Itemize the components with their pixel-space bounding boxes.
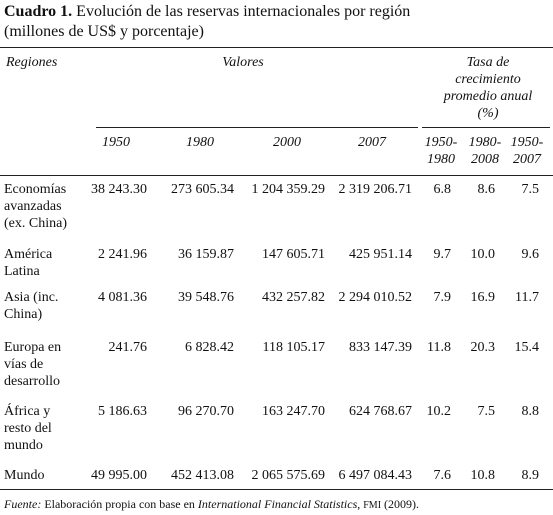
growth-rule [422, 127, 550, 128]
header-rule [0, 175, 553, 176]
row-label: avanzadas [4, 199, 62, 214]
cell: 20.3 [470, 340, 496, 355]
cell: 16.9 [470, 290, 496, 305]
cell: 10.8 [470, 468, 496, 483]
row-label: Economías [4, 182, 67, 197]
cell: 10.0 [470, 247, 496, 262]
cell: 7.5 [521, 182, 540, 197]
cell: 4 081.36 [98, 290, 147, 305]
table-label: Cuadro 1. [4, 3, 73, 20]
cell: 38 243.30 [91, 182, 147, 197]
footer-part: (2009). [381, 497, 420, 511]
cell: 147 605.71 [262, 247, 325, 262]
cell: 11.7 [515, 290, 539, 305]
row-label: Latina [4, 264, 40, 279]
cell: 273 605.34 [171, 182, 234, 197]
row-label: (ex. China) [4, 216, 67, 231]
table-title: Cuadro 1. Evolución de las reservas inte… [4, 2, 410, 22]
cell: 96 270.70 [178, 404, 234, 419]
cell: 1 204 359.29 [251, 182, 326, 197]
column-header: 2007 [513, 152, 541, 167]
values-rule [96, 127, 418, 128]
cell: 2 065 575.69 [251, 468, 326, 483]
column-header: 1980 [186, 135, 214, 150]
cell: 36 159.87 [178, 247, 234, 262]
cell: 2 241.96 [98, 247, 147, 262]
column-header: 1980 [427, 152, 455, 167]
header-growth: Tasa de [466, 55, 510, 70]
cell: 163 247.70 [262, 404, 325, 419]
cell: 425 951.14 [349, 247, 412, 262]
footer-part: Elaboración propia con base en [41, 497, 198, 511]
column-header: 2007 [358, 135, 386, 150]
cell: 10.2 [426, 404, 452, 419]
footer-part: International Financial Statistics [197, 497, 358, 511]
cell: 6.8 [433, 182, 452, 197]
cell: 241.76 [108, 340, 148, 355]
cell: 452 413.08 [171, 468, 234, 483]
cell: 15.4 [514, 340, 540, 355]
footer: Fuente: Elaboración propia con base en I… [4, 496, 419, 514]
header-growth: crecimiento [455, 72, 521, 87]
cell: 7.6 [433, 468, 452, 483]
cell: 432 257.82 [262, 290, 325, 305]
column-header: 1950- [510, 135, 544, 150]
column-header: 1980- [468, 135, 502, 150]
cell: 8.6 [477, 182, 496, 197]
footer-part: FMI [363, 500, 382, 511]
header-regions: Regiones [6, 55, 58, 70]
column-header: 1950- [424, 135, 458, 150]
cell: 8.9 [521, 468, 540, 483]
cell: 7.9 [433, 290, 452, 305]
cell: 833 147.39 [349, 340, 412, 355]
cell: 2 319 206.71 [338, 182, 413, 197]
row-label: Asia (inc. [4, 290, 59, 305]
header-growth: (%) [477, 106, 499, 121]
row-label: desarrollo [4, 374, 60, 389]
row-label: África y [4, 404, 51, 419]
cell: 49 995.00 [91, 468, 147, 483]
cell: 118 105.17 [262, 340, 325, 355]
cell: 624 768.67 [349, 404, 412, 419]
cell: 8.8 [521, 404, 540, 419]
table-subtitle: (millones de US$ y porcentaje) [4, 23, 204, 40]
row-label: China) [4, 307, 43, 322]
row-label: mundo [4, 438, 43, 453]
row-label: resto del [4, 421, 52, 436]
footer-part: Fuente: [4, 497, 42, 511]
cell: 11.8 [427, 340, 451, 355]
bottom-rule [0, 489, 553, 490]
row-label: vías de [4, 357, 44, 372]
header-growth: promedio anual [443, 89, 533, 104]
row-label: América [4, 247, 53, 262]
cell: 6 497 084.43 [338, 468, 413, 483]
column-header: 1950 [102, 135, 130, 150]
cell: 5 186.63 [98, 404, 147, 419]
column-header: 2000 [273, 135, 301, 150]
column-header: 2008 [471, 152, 499, 167]
top-rule [0, 47, 553, 48]
header-values: Valores [222, 55, 264, 70]
cell: 9.6 [521, 247, 540, 262]
cell: 7.5 [477, 404, 496, 419]
title-text: Evolución de las reservas internacionale… [76, 3, 411, 20]
cell: 6 828.42 [185, 340, 234, 355]
cell: 39 548.76 [178, 290, 234, 305]
cell: 9.7 [433, 247, 452, 262]
cell: 2 294 010.52 [338, 290, 413, 305]
row-label: Europa en [4, 340, 62, 355]
footer-part: , [357, 497, 364, 511]
row-label: Mundo [4, 468, 45, 483]
